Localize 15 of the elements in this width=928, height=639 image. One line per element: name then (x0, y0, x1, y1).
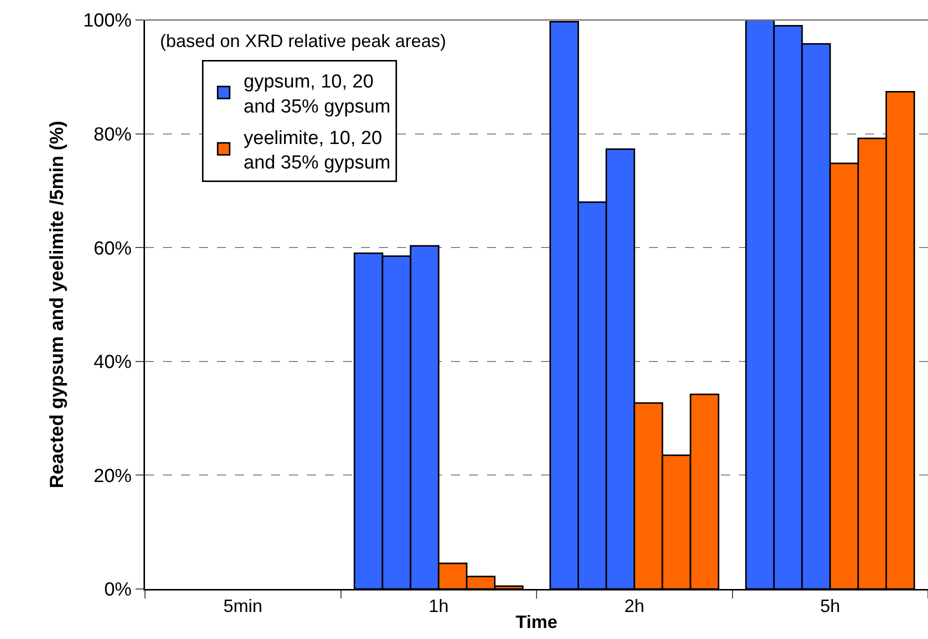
x-tick-label: 2h (624, 596, 644, 616)
y-tick-label: 100% (83, 10, 132, 32)
x-axis-title: Time (516, 612, 558, 632)
y-tick-label: 80% (94, 124, 132, 146)
y-tick-label: 0% (104, 580, 132, 601)
x-tick-label: 5h (820, 596, 840, 616)
annotation: (based on XRD relative peak areas) (160, 31, 446, 51)
x-tick-label: 1h (428, 596, 449, 616)
y-tick-label: 60% (94, 238, 132, 260)
x-tick-label: 5min (223, 596, 262, 616)
y-axis-title: Reacted gypsum and yeelimite /5min (%) (47, 120, 68, 488)
legend-label: yeelimite, 10, 20 and 35% gypsum (244, 128, 390, 174)
legend-label: gypsum, 10, 20 and 35% gypsum (244, 72, 390, 118)
y-tick-label: 40% (94, 352, 132, 374)
y-tick-label: 20% (94, 466, 132, 487)
